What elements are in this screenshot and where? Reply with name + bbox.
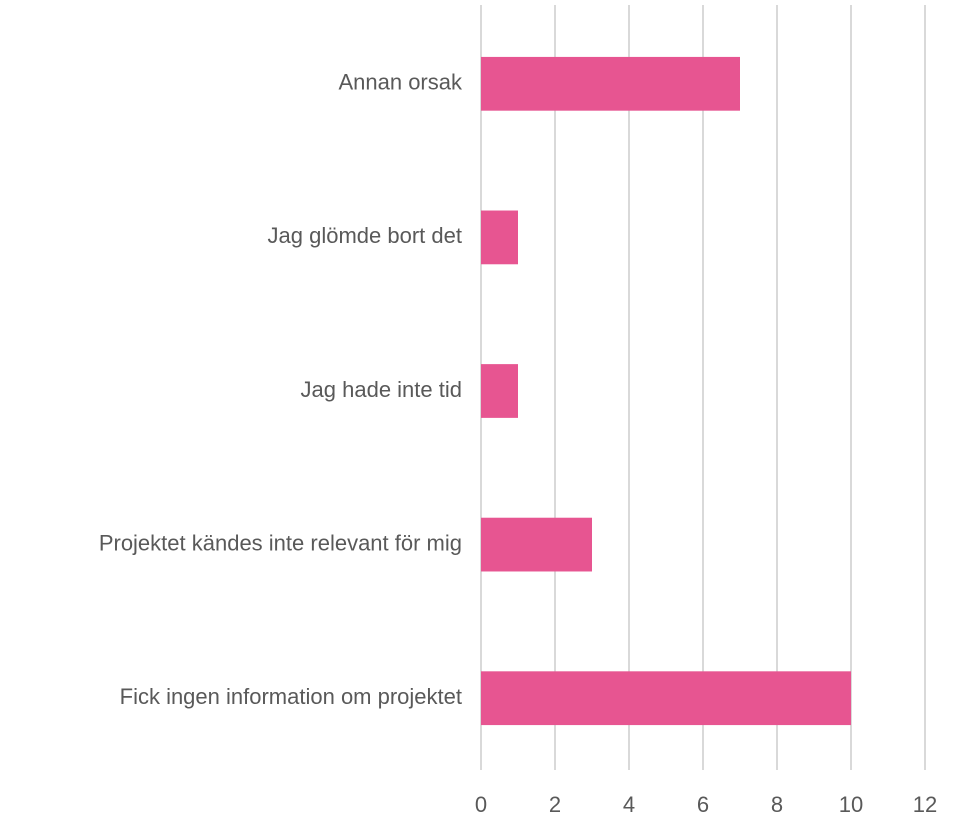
y-tick-label: Annan orsak bbox=[338, 70, 463, 95]
x-tick-label: 12 bbox=[913, 792, 937, 817]
y-tick-label: Fick ingen information om projektet bbox=[120, 684, 462, 709]
y-tick-label: Jag hade inte tid bbox=[301, 377, 462, 402]
x-tick-label: 6 bbox=[697, 792, 709, 817]
bar bbox=[481, 364, 518, 418]
bar bbox=[481, 210, 518, 265]
bar bbox=[481, 56, 740, 111]
y-tick-label: Projektet kändes inte relevant för mig bbox=[99, 530, 462, 555]
x-tick-label: 10 bbox=[839, 792, 863, 817]
x-tick-label: 8 bbox=[771, 792, 783, 817]
x-tick-label: 0 bbox=[475, 792, 487, 817]
x-tick-label: 2 bbox=[549, 792, 561, 817]
bar bbox=[481, 517, 592, 572]
bar bbox=[481, 671, 851, 726]
y-tick-label: Jag glömde bort det bbox=[268, 223, 462, 248]
x-tick-label: 4 bbox=[623, 792, 635, 817]
